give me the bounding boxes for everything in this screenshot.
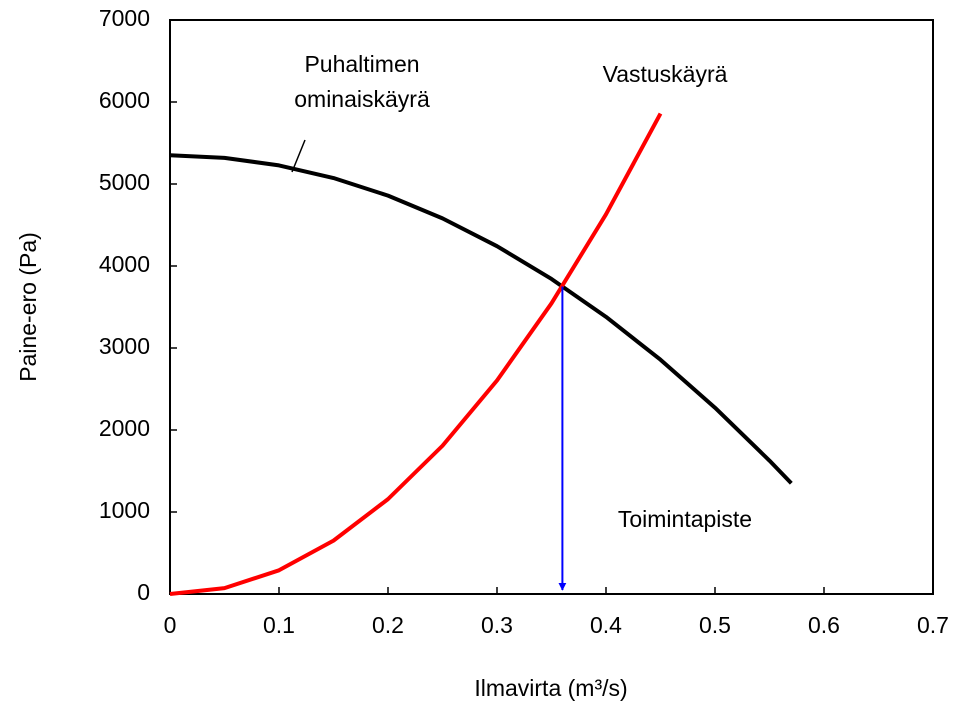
y-tick-label: 1000 <box>99 497 150 523</box>
plot-frame <box>169 19 934 595</box>
series-line <box>169 112 663 596</box>
x-tick-label: 0.5 <box>699 612 731 638</box>
y-tick-label: 3000 <box>99 333 150 359</box>
fan-label: ominaiskäyrä <box>294 86 430 112</box>
fan-label: Puhaltimen <box>304 51 419 77</box>
y-tick-label: 2000 <box>99 415 150 441</box>
x-tick-label: 0.1 <box>263 612 295 638</box>
y-tick-label: 5000 <box>99 169 150 195</box>
operating-label: Toimintapiste <box>618 506 752 532</box>
x-tick-label: 0 <box>164 612 177 638</box>
resistance-label: Vastuskäyrä <box>603 61 728 87</box>
x-tick-label: 0.6 <box>808 612 840 638</box>
y-axis-label: Paine-ero (Pa) <box>15 232 41 382</box>
x-tick-label: 0.2 <box>372 612 404 638</box>
x-tick-label: 0.3 <box>481 612 513 638</box>
y-tick-label: 7000 <box>99 5 150 31</box>
series-line <box>169 153 793 485</box>
x-tick-label: 0.4 <box>590 612 622 638</box>
leader-line <box>291 139 306 173</box>
y-tick-label: 6000 <box>99 87 150 113</box>
y-tick-label: 4000 <box>99 251 150 277</box>
x-tick-label: 0.7 <box>917 612 949 638</box>
x-axis-label: Ilmavirta (m³/s) <box>474 675 627 701</box>
y-tick-label: 0 <box>137 579 150 605</box>
